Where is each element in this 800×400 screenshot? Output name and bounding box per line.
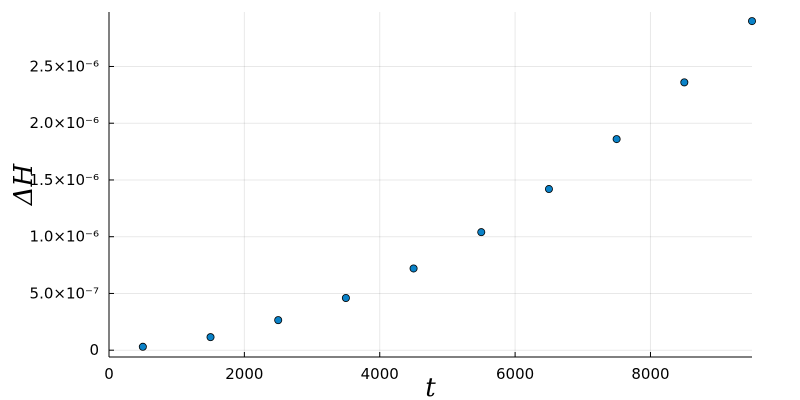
data-point [748,17,757,26]
data-point [409,264,418,273]
x-tick-label: 6000 [496,365,534,383]
y-tick-label: 2.0×10⁻⁶ [30,114,99,132]
x-axis-title: t [425,373,436,400]
y-tick-label: 1.0×10⁻⁶ [30,228,99,246]
x-tick-label: 0 [104,365,114,383]
data-point [680,78,689,87]
data-points [138,17,757,351]
x-tick-label: 8000 [631,365,669,383]
x-tick-label: 4000 [361,365,399,383]
data-point [612,135,621,144]
y-tick-label: 2.5×10⁻⁶ [30,57,99,75]
y-tick-label: 5.0×10⁻⁷ [30,284,99,302]
data-point [341,293,350,302]
y-tick-label: 0 [89,341,99,359]
grid [108,12,752,357]
ticks: 0 2000 4000 6000 8000 0 5.0×10⁻⁷ 1.0×10⁻⁶ 1.5×10… [30,57,670,383]
data-point [477,228,486,237]
x-tick-label: 2000 [225,365,263,383]
data-point [544,185,553,194]
y-axis-title: ΔH [9,162,39,206]
y-tick-label: 1.5×10⁻⁶ [30,171,99,189]
data-point [138,342,147,351]
data-point [206,333,215,342]
data-point [274,316,283,325]
